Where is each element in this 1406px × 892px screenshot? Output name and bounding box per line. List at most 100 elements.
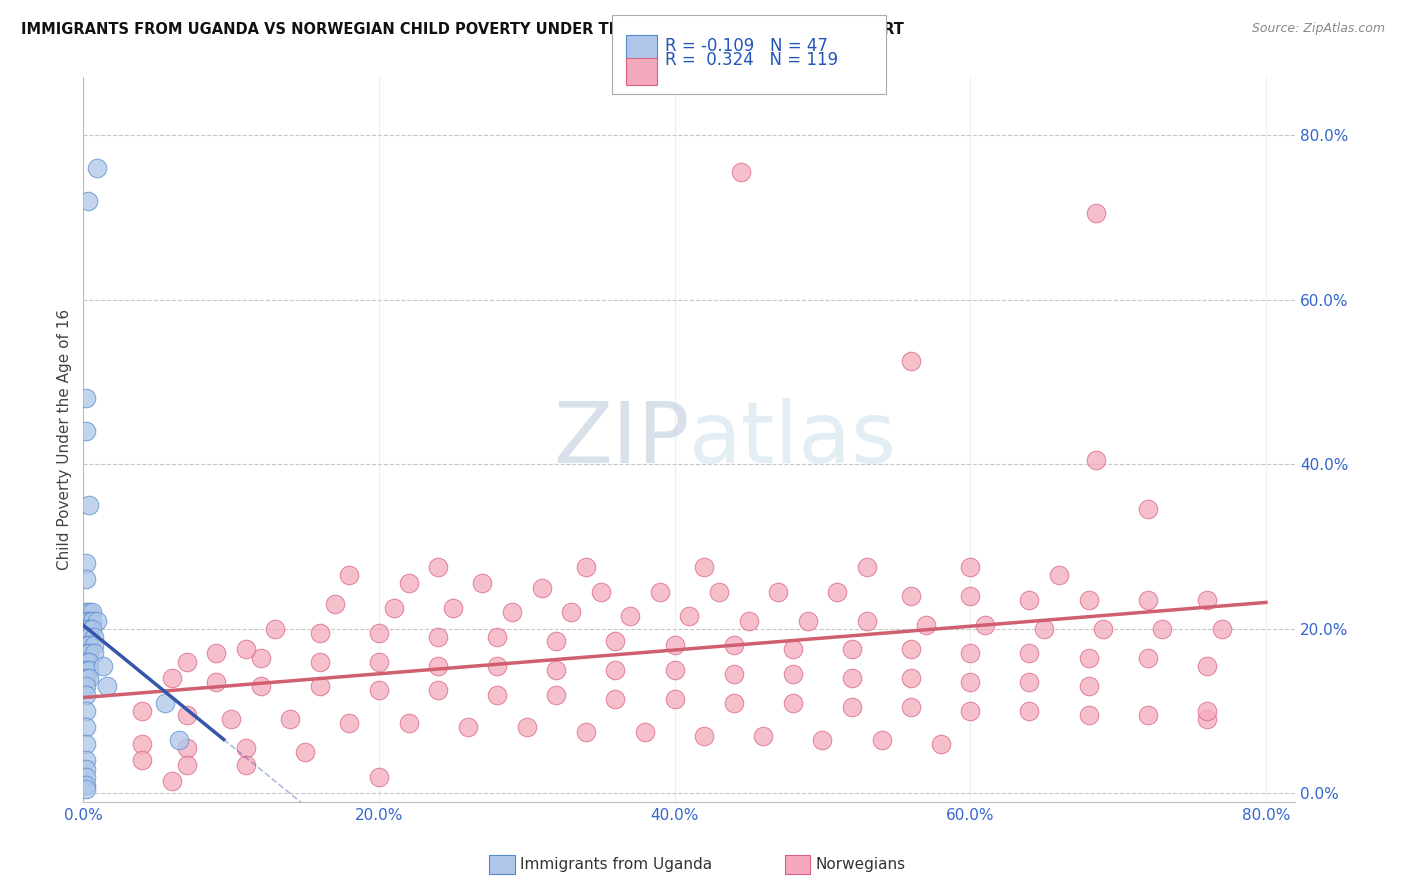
Point (86, 614, 108, 628)
Point (589, 584, 612, 599)
Point (929, 737, 952, 751)
Point (1136, 502, 1159, 516)
Point (1018, 675, 1040, 690)
Point (368, 683, 391, 698)
Point (75, 704, 97, 718)
Point (337, 568, 360, 582)
Point (131, 737, 153, 751)
Point (176, 741, 198, 756)
Point (959, 560, 981, 574)
Point (337, 716, 360, 731)
Point (1084, 453, 1107, 467)
Point (575, 724, 598, 739)
Point (619, 609, 641, 624)
Point (368, 625, 391, 640)
Point (678, 609, 700, 624)
Point (516, 721, 538, 735)
Point (486, 688, 509, 702)
Point (974, 617, 997, 632)
Point (664, 638, 686, 652)
Point (471, 576, 494, 591)
Point (235, 757, 257, 772)
Point (782, 696, 804, 710)
Point (205, 675, 228, 690)
Point (83, 630, 105, 644)
Point (75, 753, 97, 767)
Point (855, 560, 877, 574)
Point (75, 556, 97, 570)
Point (427, 560, 450, 574)
Point (75, 638, 97, 652)
Point (1033, 622, 1056, 636)
Point (1077, 708, 1099, 723)
Point (368, 770, 391, 784)
Point (427, 683, 450, 698)
Text: R = -0.109   N = 47: R = -0.109 N = 47 (665, 37, 828, 55)
Point (723, 667, 745, 681)
Point (75, 424, 97, 438)
Point (605, 691, 627, 706)
Point (900, 699, 922, 714)
Point (131, 753, 153, 767)
Point (75, 630, 97, 644)
Point (546, 688, 568, 702)
Point (82, 622, 104, 636)
Point (82, 605, 104, 619)
Point (77, 638, 100, 652)
Point (634, 724, 657, 739)
Point (1195, 704, 1218, 718)
Point (782, 667, 804, 681)
Point (825, 584, 848, 599)
Point (900, 354, 922, 368)
Point (1195, 593, 1218, 607)
Point (648, 584, 671, 599)
Point (75, 647, 97, 661)
Point (77, 630, 100, 644)
Point (308, 679, 330, 693)
Point (77, 671, 100, 685)
Point (75, 671, 97, 685)
Point (811, 732, 834, 747)
Point (75, 778, 97, 792)
Point (77, 663, 100, 677)
Point (75, 770, 97, 784)
Point (294, 745, 316, 759)
Point (278, 712, 301, 726)
Point (77, 655, 100, 669)
Point (664, 691, 686, 706)
Point (1211, 622, 1233, 636)
Point (1136, 650, 1159, 665)
Point (1018, 593, 1040, 607)
Point (900, 589, 922, 603)
Point (766, 584, 789, 599)
Point (1136, 593, 1159, 607)
Point (77, 614, 100, 628)
Point (1077, 650, 1099, 665)
Point (308, 655, 330, 669)
Point (249, 650, 271, 665)
Text: Immigrants from Uganda: Immigrants from Uganda (520, 857, 713, 871)
Point (1018, 647, 1040, 661)
Point (1195, 712, 1218, 726)
Point (153, 696, 176, 710)
Point (1136, 708, 1159, 723)
Point (77, 622, 100, 636)
Point (398, 576, 420, 591)
Y-axis label: Child Poverty Under the Age of 16: Child Poverty Under the Age of 16 (58, 309, 72, 570)
Point (96, 679, 118, 693)
Point (841, 671, 863, 685)
Point (160, 671, 183, 685)
Point (486, 658, 509, 673)
Point (160, 774, 183, 789)
Point (664, 663, 686, 677)
Point (605, 663, 627, 677)
Point (546, 663, 568, 677)
Point (1092, 622, 1115, 636)
Point (368, 655, 391, 669)
Point (605, 634, 627, 648)
Point (77, 605, 100, 619)
Point (75, 688, 97, 702)
Text: atlas: atlas (689, 398, 897, 481)
Point (323, 597, 346, 611)
Point (546, 634, 568, 648)
